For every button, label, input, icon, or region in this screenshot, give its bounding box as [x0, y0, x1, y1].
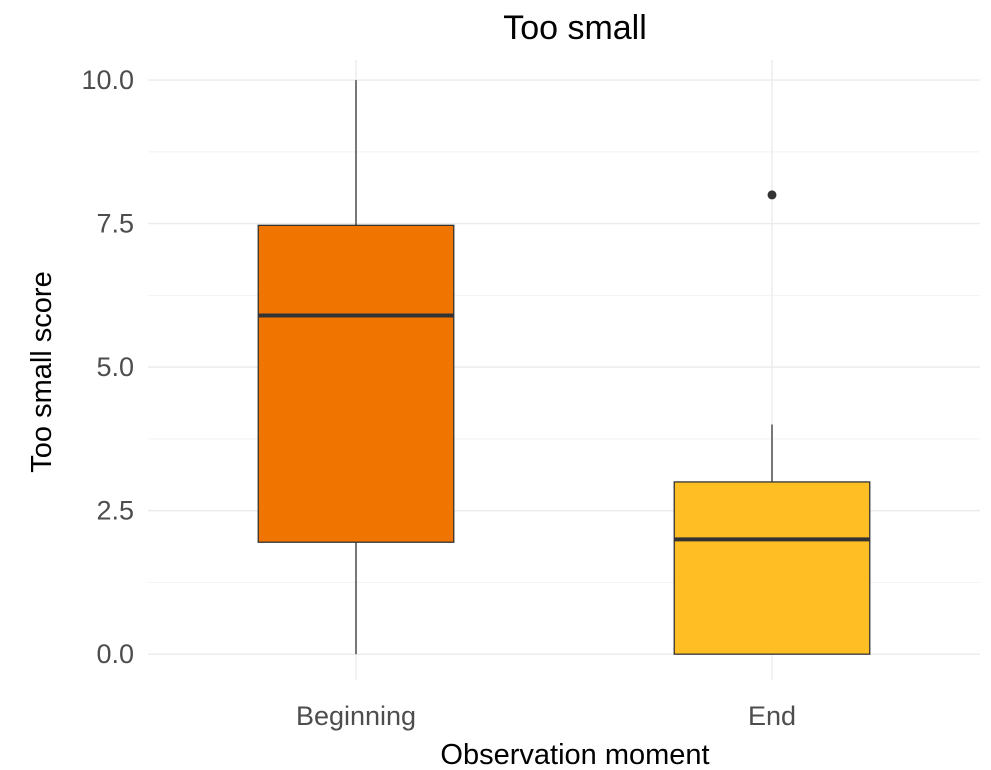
x-axis-title: Observation moment: [440, 739, 709, 770]
y-tick-label: 10.0: [81, 65, 134, 95]
box-beginning: [257, 80, 455, 655]
y-axis-ticks: 0.0 2.5 5.0 7.5 10.0: [81, 65, 134, 669]
box-end: [673, 190, 871, 655]
x-axis-ticks: Beginning End: [296, 701, 796, 731]
y-tick-label: 0.0: [96, 639, 134, 669]
y-axis-title: Too small score: [26, 271, 58, 472]
box-iqr: [673, 481, 871, 655]
outlier-point: [767, 190, 777, 200]
x-tick-label: End: [748, 701, 796, 731]
box-iqr: [257, 224, 455, 543]
x-tick-label: Beginning: [296, 701, 416, 731]
y-tick-label: 2.5: [96, 496, 134, 526]
y-tick-label: 5.0: [96, 352, 134, 382]
chart-title: Too small: [503, 9, 647, 47]
box-series: [257, 80, 871, 655]
y-tick-label: 7.5: [96, 209, 134, 239]
